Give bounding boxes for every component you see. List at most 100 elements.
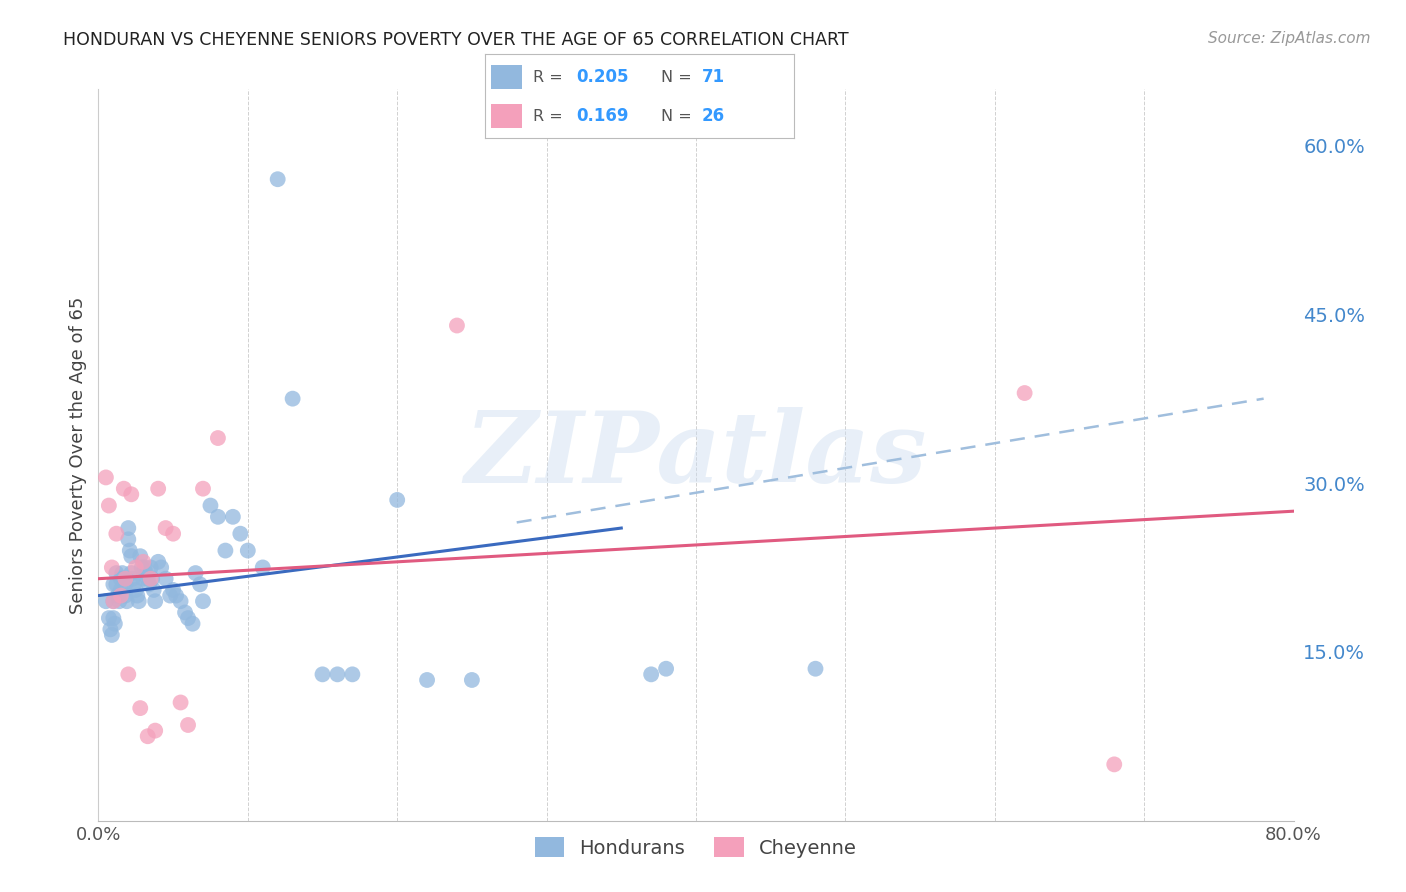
Point xyxy=(135,566,157,580)
Text: 71: 71 xyxy=(702,69,724,87)
Point xyxy=(111,566,134,580)
Point xyxy=(640,667,662,681)
Point xyxy=(136,729,159,743)
Point xyxy=(103,594,125,608)
Point xyxy=(155,521,177,535)
Point xyxy=(804,662,827,676)
Point xyxy=(207,431,229,445)
Point xyxy=(97,611,120,625)
Point xyxy=(141,572,163,586)
Point xyxy=(1014,386,1036,401)
Point xyxy=(281,392,304,406)
Point xyxy=(117,521,139,535)
Legend: Hondurans, Cheyenne: Hondurans, Cheyenne xyxy=(527,830,865,866)
Point xyxy=(184,566,207,580)
Point xyxy=(165,589,187,603)
Point xyxy=(94,470,117,484)
Point xyxy=(107,589,129,603)
Point xyxy=(174,606,197,620)
Point xyxy=(134,560,156,574)
Point xyxy=(94,594,117,608)
Point xyxy=(148,482,170,496)
Point xyxy=(139,560,162,574)
Text: R =: R = xyxy=(533,70,568,85)
Y-axis label: Seniors Poverty Over the Age of 65: Seniors Poverty Over the Age of 65 xyxy=(69,296,87,614)
Point xyxy=(191,482,214,496)
Point xyxy=(103,611,125,625)
Point xyxy=(121,572,143,586)
Point xyxy=(655,662,678,676)
Point xyxy=(142,582,165,597)
Point xyxy=(169,696,191,710)
Point xyxy=(136,572,159,586)
Point xyxy=(112,572,135,586)
Point xyxy=(101,628,124,642)
Point xyxy=(191,594,214,608)
Point xyxy=(131,560,153,574)
Point xyxy=(138,577,160,591)
Point xyxy=(105,526,128,541)
Text: HONDURAN VS CHEYENNE SENIORS POVERTY OVER THE AGE OF 65 CORRELATION CHART: HONDURAN VS CHEYENNE SENIORS POVERTY OVE… xyxy=(63,31,849,49)
Point xyxy=(114,589,136,603)
Text: 26: 26 xyxy=(702,107,724,125)
Point xyxy=(169,594,191,608)
Point xyxy=(114,572,136,586)
Point xyxy=(132,555,155,569)
Point xyxy=(385,492,409,507)
Point xyxy=(252,560,274,574)
Point xyxy=(110,582,132,597)
Point xyxy=(177,611,200,625)
Point xyxy=(139,572,162,586)
Text: 0.169: 0.169 xyxy=(576,107,628,125)
Point xyxy=(129,549,152,564)
Point xyxy=(114,577,136,591)
Point xyxy=(103,577,125,591)
Point xyxy=(326,667,349,681)
Point xyxy=(1104,757,1126,772)
Point xyxy=(143,594,166,608)
Point xyxy=(236,543,259,558)
Point xyxy=(120,549,142,564)
Point xyxy=(124,577,146,591)
Text: R =: R = xyxy=(533,109,568,124)
Bar xyxy=(491,104,522,128)
Point xyxy=(267,172,290,186)
Point xyxy=(112,482,135,496)
Bar xyxy=(491,65,522,89)
Point xyxy=(103,594,125,608)
Point xyxy=(177,718,200,732)
Point xyxy=(132,572,155,586)
Point xyxy=(461,673,484,687)
Point xyxy=(150,560,173,574)
Text: ZIPatlas: ZIPatlas xyxy=(465,407,927,503)
Point xyxy=(97,499,120,513)
Point xyxy=(110,589,132,603)
Point xyxy=(311,667,333,681)
Point xyxy=(159,589,181,603)
Point xyxy=(98,623,122,637)
Point xyxy=(181,616,204,631)
Point xyxy=(101,560,124,574)
Point xyxy=(120,487,142,501)
Point xyxy=(188,577,211,591)
Point xyxy=(118,543,141,558)
Point xyxy=(110,572,132,586)
Point xyxy=(125,560,148,574)
Point xyxy=(104,616,127,631)
Text: N =: N = xyxy=(661,109,697,124)
Point xyxy=(148,555,170,569)
Point xyxy=(117,533,139,547)
Point xyxy=(143,723,166,738)
Point xyxy=(129,701,152,715)
Point xyxy=(155,572,177,586)
Point xyxy=(162,526,184,541)
Point xyxy=(446,318,468,333)
Point xyxy=(229,526,252,541)
Text: Source: ZipAtlas.com: Source: ZipAtlas.com xyxy=(1208,31,1371,46)
Text: 0.205: 0.205 xyxy=(576,69,628,87)
Point xyxy=(200,499,222,513)
Point xyxy=(416,673,439,687)
Point xyxy=(127,589,149,603)
Point xyxy=(108,594,131,608)
Point xyxy=(214,543,236,558)
